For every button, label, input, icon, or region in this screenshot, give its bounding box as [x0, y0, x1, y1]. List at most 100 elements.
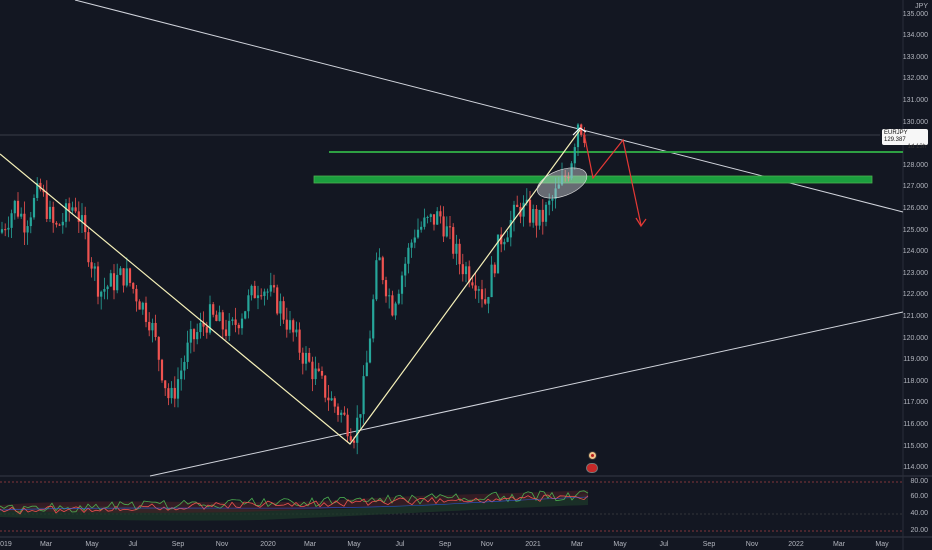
candle-body	[564, 175, 567, 177]
candle-body	[125, 268, 128, 286]
candle-body	[349, 436, 352, 441]
candle-body	[324, 375, 327, 398]
candle-body	[439, 211, 442, 217]
candle-body	[157, 337, 160, 360]
candle-body	[244, 311, 247, 319]
forecast-path	[583, 132, 642, 226]
candle-body	[119, 268, 122, 275]
candle-body	[106, 286, 109, 290]
candle-body	[292, 320, 295, 333]
price-tick-label: 121.000	[902, 312, 928, 320]
news-event-icon[interactable]	[586, 463, 598, 473]
price-tick-label: 135.000	[902, 10, 928, 18]
time-tick-label: Sep	[438, 541, 452, 548]
candle-body	[580, 124, 583, 135]
candle-body	[96, 266, 100, 297]
time-tick-label: Nov	[480, 541, 494, 548]
time-tick-label: May	[613, 541, 627, 548]
candle-body	[560, 175, 564, 185]
time-tick-label: Jul	[659, 541, 669, 548]
candle-body	[301, 352, 304, 364]
candle-body	[516, 204, 519, 207]
forecast-arrow-head	[635, 217, 647, 228]
candle-body	[218, 312, 221, 322]
symbol-label: EURJPY	[884, 130, 908, 136]
candle-body	[576, 124, 580, 148]
candle-body	[557, 184, 560, 189]
breakout-highlight	[536, 167, 588, 199]
oscillator-band-upper	[0, 490, 588, 513]
candle-body	[234, 319, 237, 325]
candle-body	[0, 229, 4, 233]
candle-body	[7, 227, 10, 230]
candle-body	[180, 370, 183, 380]
candle-body	[250, 285, 253, 296]
candle-body	[272, 285, 276, 288]
candle-body	[138, 301, 141, 310]
candle-body	[538, 209, 541, 226]
candle-body	[413, 237, 416, 243]
price-tick-label: 119.000	[903, 356, 928, 364]
candle-body	[176, 379, 180, 399]
candle-body	[26, 226, 29, 233]
candle-body	[196, 332, 199, 340]
candle-body	[282, 301, 285, 320]
candle-body	[84, 215, 87, 233]
candle-body	[487, 297, 490, 304]
candle-body	[192, 329, 196, 340]
candle-body	[391, 295, 394, 316]
time-tick-label: Jul	[128, 541, 138, 548]
candle-body	[122, 268, 125, 286]
oscillator-tick-label: 20.00	[910, 527, 928, 534]
time-tick-label: 2019	[0, 541, 12, 548]
time-tick-label: 2022	[788, 541, 804, 548]
time-tick-label: Nov	[745, 541, 759, 548]
candle-body	[295, 329, 298, 333]
candle-body	[525, 199, 528, 203]
candle-body	[528, 199, 532, 223]
candle-body	[541, 209, 544, 222]
candle-body	[167, 388, 170, 399]
candle-body	[327, 397, 330, 401]
candle-body	[416, 229, 420, 238]
candle-body	[151, 322, 154, 331]
candle-body	[388, 295, 391, 297]
price-tick-label: 126.000	[902, 204, 928, 212]
dividend-event-icon[interactable]	[588, 451, 597, 460]
candle-body	[285, 319, 288, 330]
candle-body	[423, 217, 426, 227]
candle-body	[506, 237, 509, 242]
candle-body	[343, 412, 346, 415]
candle-body	[336, 406, 340, 415]
candle-body	[477, 289, 480, 291]
candle-body	[429, 214, 432, 217]
candle-body	[346, 414, 349, 437]
time-tick-label: Mar	[303, 541, 317, 548]
time-tick-label: Mar	[832, 541, 846, 548]
candle-body	[160, 359, 164, 381]
candle-body	[68, 203, 71, 211]
candle-body	[29, 217, 32, 227]
candle-body	[445, 226, 448, 237]
candle-body	[90, 262, 93, 269]
candle-body	[164, 380, 167, 389]
candle-body	[384, 280, 388, 297]
candle-body	[52, 206, 55, 223]
candle-body	[381, 257, 384, 281]
ascending-trendline	[149, 311, 904, 477]
candle-body	[183, 361, 186, 371]
candle-body	[503, 241, 506, 245]
candle-body	[77, 211, 80, 222]
candle-body	[93, 266, 96, 269]
candle-body	[554, 188, 557, 199]
candle-body	[103, 289, 106, 292]
candle-body	[215, 314, 218, 322]
candle-body	[141, 302, 144, 310]
candle-body	[311, 361, 314, 380]
candle-body	[464, 266, 468, 275]
time-tick-label: May	[347, 541, 361, 548]
candle-body	[202, 322, 205, 327]
candle-body	[58, 224, 61, 226]
candle-body	[455, 243, 458, 254]
